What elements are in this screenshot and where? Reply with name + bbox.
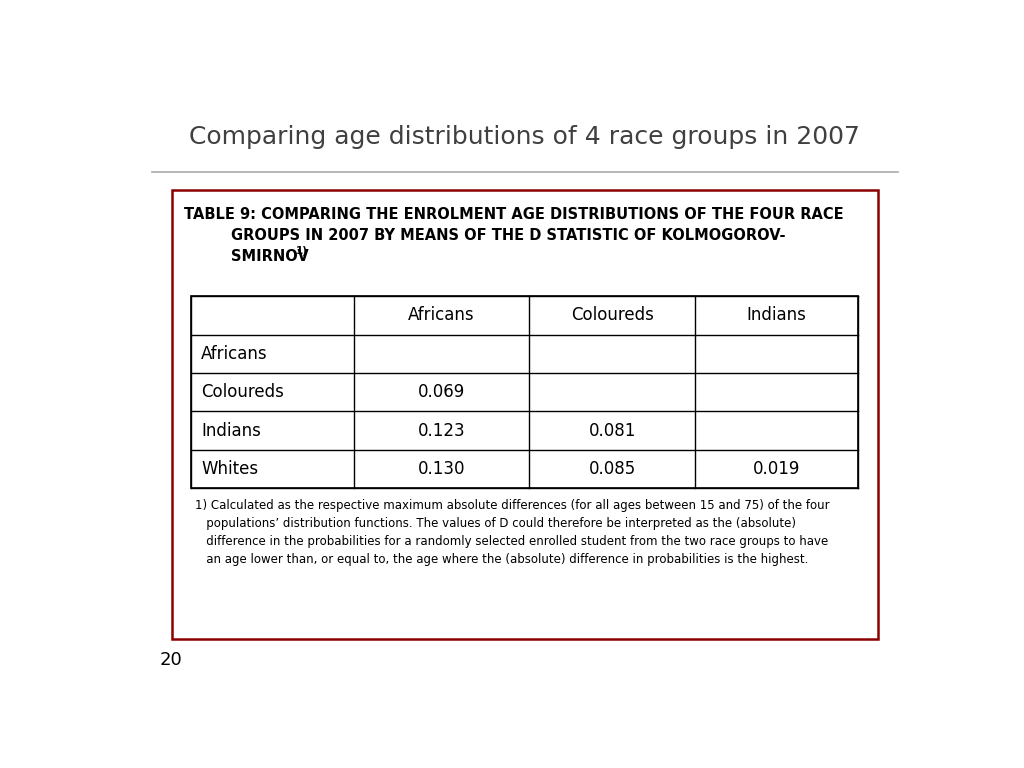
Text: TABLE 9: COMPARING THE ENROLMENT AGE DISTRIBUTIONS OF THE FOUR RACE: TABLE 9: COMPARING THE ENROLMENT AGE DIS… xyxy=(183,207,843,223)
Text: Coloureds: Coloureds xyxy=(201,383,284,401)
Text: 0.081: 0.081 xyxy=(589,422,636,440)
Text: 1) Calculated as the respective maximum absolute differences (for all ages betwe: 1) Calculated as the respective maximum … xyxy=(196,499,830,566)
Bar xyxy=(191,296,858,488)
Text: GROUPS IN 2007 BY MEANS OF THE D STATISTIC OF KOLMOGOROV-: GROUPS IN 2007 BY MEANS OF THE D STATIST… xyxy=(231,228,785,243)
Text: Indians: Indians xyxy=(746,306,807,324)
Text: 0.085: 0.085 xyxy=(589,460,636,478)
Text: SMIRNOV: SMIRNOV xyxy=(231,249,309,264)
Text: 1): 1) xyxy=(296,246,308,256)
Text: 20: 20 xyxy=(160,650,182,669)
Text: 0.123: 0.123 xyxy=(418,422,465,440)
Text: 0.069: 0.069 xyxy=(418,383,465,401)
Text: Comparing age distributions of 4 race groups in 2007: Comparing age distributions of 4 race gr… xyxy=(189,124,860,148)
Text: Whites: Whites xyxy=(201,460,258,478)
Text: 0.019: 0.019 xyxy=(753,460,801,478)
Text: Coloureds: Coloureds xyxy=(570,306,653,324)
Text: 0.130: 0.130 xyxy=(418,460,465,478)
Text: Africans: Africans xyxy=(201,345,267,362)
FancyBboxPatch shape xyxy=(172,190,878,639)
Text: Indians: Indians xyxy=(201,422,261,440)
Text: Africans: Africans xyxy=(409,306,475,324)
